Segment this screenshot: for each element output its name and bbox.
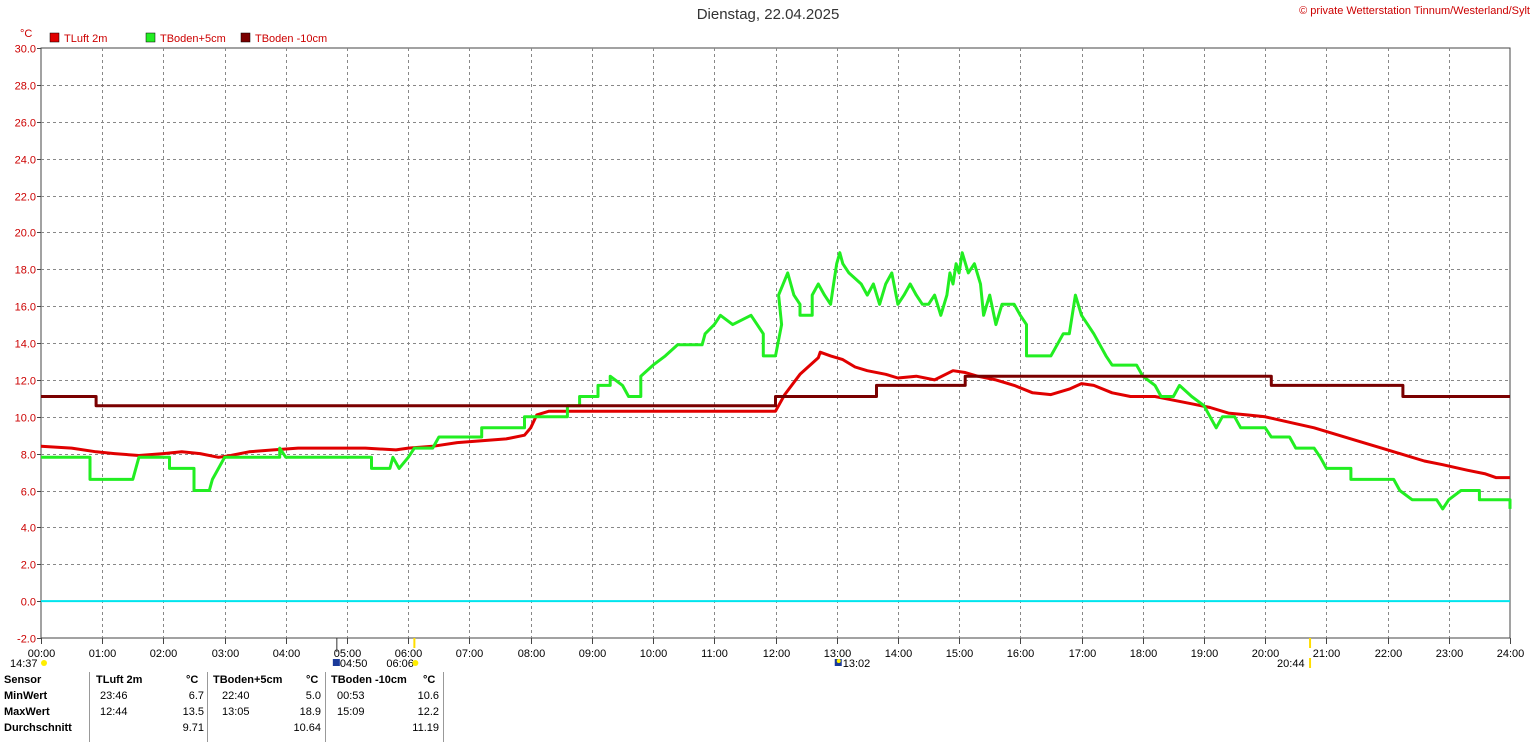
y-tick-label: 18.0: [15, 265, 36, 277]
legend-label: TBoden -10cm: [255, 33, 327, 45]
x-tick-label: 13:00: [824, 648, 852, 660]
stats-col-name: TBoden -10cm: [331, 674, 407, 686]
x-tick-label: 23:00: [1436, 648, 1464, 660]
series: [40, 251, 1512, 603]
legend: TLuft 2m TBoden+5cm TBoden -10cm: [49, 32, 327, 45]
sun-marker-label: 13:02: [843, 658, 871, 670]
chart-title: Dienstag, 22.04.2025: [696, 6, 840, 23]
y-tick-label: 10.0: [15, 413, 36, 425]
x-tick-label: 15:00: [946, 648, 974, 660]
x-tick-label: 14:00: [885, 648, 913, 660]
y-tick-label: 4.0: [21, 523, 36, 535]
x-tick-label: 02:00: [150, 648, 178, 660]
x-tick-label: 11:00: [701, 648, 728, 660]
sun-marker-label: 06:06: [386, 658, 414, 670]
sun-marker-label: 04:50: [340, 658, 368, 670]
x-tick-label: 20:00: [1252, 648, 1280, 660]
series-line: [40, 350, 1510, 480]
stats-avg-value: 11.19: [412, 722, 439, 734]
stats-avg-value: 10.64: [293, 722, 321, 734]
legend-swatch: [240, 32, 251, 43]
stats-max-time: 13:05: [222, 706, 250, 718]
stats-max-label: MaxWert: [4, 706, 50, 718]
x-tick-label: 05:00: [334, 648, 362, 660]
x-tick-label: 10:00: [640, 648, 668, 660]
x-tick-label: 24:00: [1497, 648, 1525, 660]
sun-icon: [836, 659, 841, 663]
stats-max-value: 13.5: [182, 706, 204, 718]
x-tick-label: 16:00: [1007, 648, 1035, 660]
stats-max-value: 12.2: [417, 706, 439, 718]
x-tick-label: 09:00: [579, 648, 607, 660]
legend-swatch: [145, 32, 156, 43]
sun-marker-label: 20:44: [1277, 658, 1305, 670]
y-tick-label: 6.0: [21, 487, 36, 499]
stats-min-value: 5.0: [305, 690, 321, 702]
y-tick-label: 26.0: [15, 118, 36, 130]
stats-divider: [89, 672, 90, 742]
stats-divider: [207, 672, 208, 742]
stats-min-time: 23:46: [100, 690, 128, 702]
stats-col-name: TBoden+5cm: [213, 674, 283, 686]
y-tick-label: 8.0: [21, 450, 36, 462]
y-tick-label: 2.0: [21, 560, 36, 572]
stats-avg-value: 9.71: [182, 722, 204, 734]
x-tick-label: 04:00: [273, 648, 301, 660]
x-tick-label: 07:00: [456, 648, 484, 660]
y-tick-label: -2.0: [17, 634, 36, 646]
series-line: [41, 374, 1510, 408]
stats-min-value: 6.7: [188, 690, 204, 702]
stats-divider: [325, 672, 326, 742]
x-tick-label: 22:00: [1375, 648, 1403, 660]
stats-min-time: 22:40: [222, 690, 250, 702]
stats-unit: °C: [423, 674, 436, 686]
y-tick-label: 16.0: [15, 302, 36, 314]
y-tick-label: 24.0: [15, 155, 36, 167]
stats-divider: [443, 672, 444, 742]
y-tick-label: 12.0: [15, 376, 36, 388]
axes: 30.0 28.0 26.0 24.0 22.0 20.0 18.0 16.0 14.0 12.0…: [15, 28, 1525, 660]
grid: [40, 47, 1511, 639]
sun-marker-label: 14:37: [10, 658, 38, 670]
y-tick-label: 20.0: [15, 228, 36, 240]
x-tick-label: 12:00: [763, 648, 791, 660]
y-unit-label: °C: [20, 28, 32, 40]
x-tick-label: 08:00: [518, 648, 546, 660]
x-tick-label: 06:00: [395, 648, 423, 660]
stats-avg-label: Durchschnitt: [4, 722, 72, 734]
stats-sensor-header: Sensor: [4, 674, 42, 686]
sun-icon: [41, 660, 47, 666]
stats-min-label: MinWert: [4, 690, 48, 702]
x-tick-label: 00:00: [28, 648, 56, 660]
y-tick-label: 28.0: [15, 81, 36, 93]
stats-min-time: 00:53: [337, 690, 365, 702]
stats-max-value: 18.9: [299, 706, 321, 718]
x-tick-label: 21:00: [1313, 648, 1341, 660]
x-tick-label: 19:00: [1191, 648, 1219, 660]
series-line: [41, 251, 1512, 511]
temperature-chart: 30.0 28.0 26.0 24.0 22.0 20.0 18.0 16.0 14.0 12.0…: [10, 28, 1525, 670]
x-tick-label: 18:00: [1130, 648, 1158, 660]
stats-unit: °C: [186, 674, 199, 686]
moon-icon: [332, 659, 340, 666]
stats-min-value: 10.6: [417, 690, 439, 702]
y-tick-label: 22.0: [15, 192, 36, 204]
sun-markers: 14:37 04:50 06:06 13:02 20:44: [10, 638, 1312, 670]
y-tick-label: 0.0: [21, 597, 36, 609]
legend-label: TBoden+5cm: [160, 33, 226, 45]
x-tick-label: 03:00: [212, 648, 240, 660]
sun-icon: [412, 660, 419, 666]
stats-col-name: TLuft 2m: [96, 674, 143, 686]
x-tick-label: 17:00: [1069, 648, 1097, 660]
legend-label: TLuft 2m: [64, 33, 107, 45]
stats-max-time: 12:44: [100, 706, 128, 718]
legend-swatch: [49, 32, 60, 43]
stats-unit: °C: [306, 674, 319, 686]
stats-max-time: 15:09: [337, 706, 365, 718]
copyright-label: © private Wetterstation Tinnum/Westerlan…: [1299, 5, 1530, 17]
x-tick-label: 01:00: [89, 648, 117, 660]
y-tick-label: 30.0: [15, 44, 36, 56]
y-tick-label: 14.0: [15, 339, 36, 351]
